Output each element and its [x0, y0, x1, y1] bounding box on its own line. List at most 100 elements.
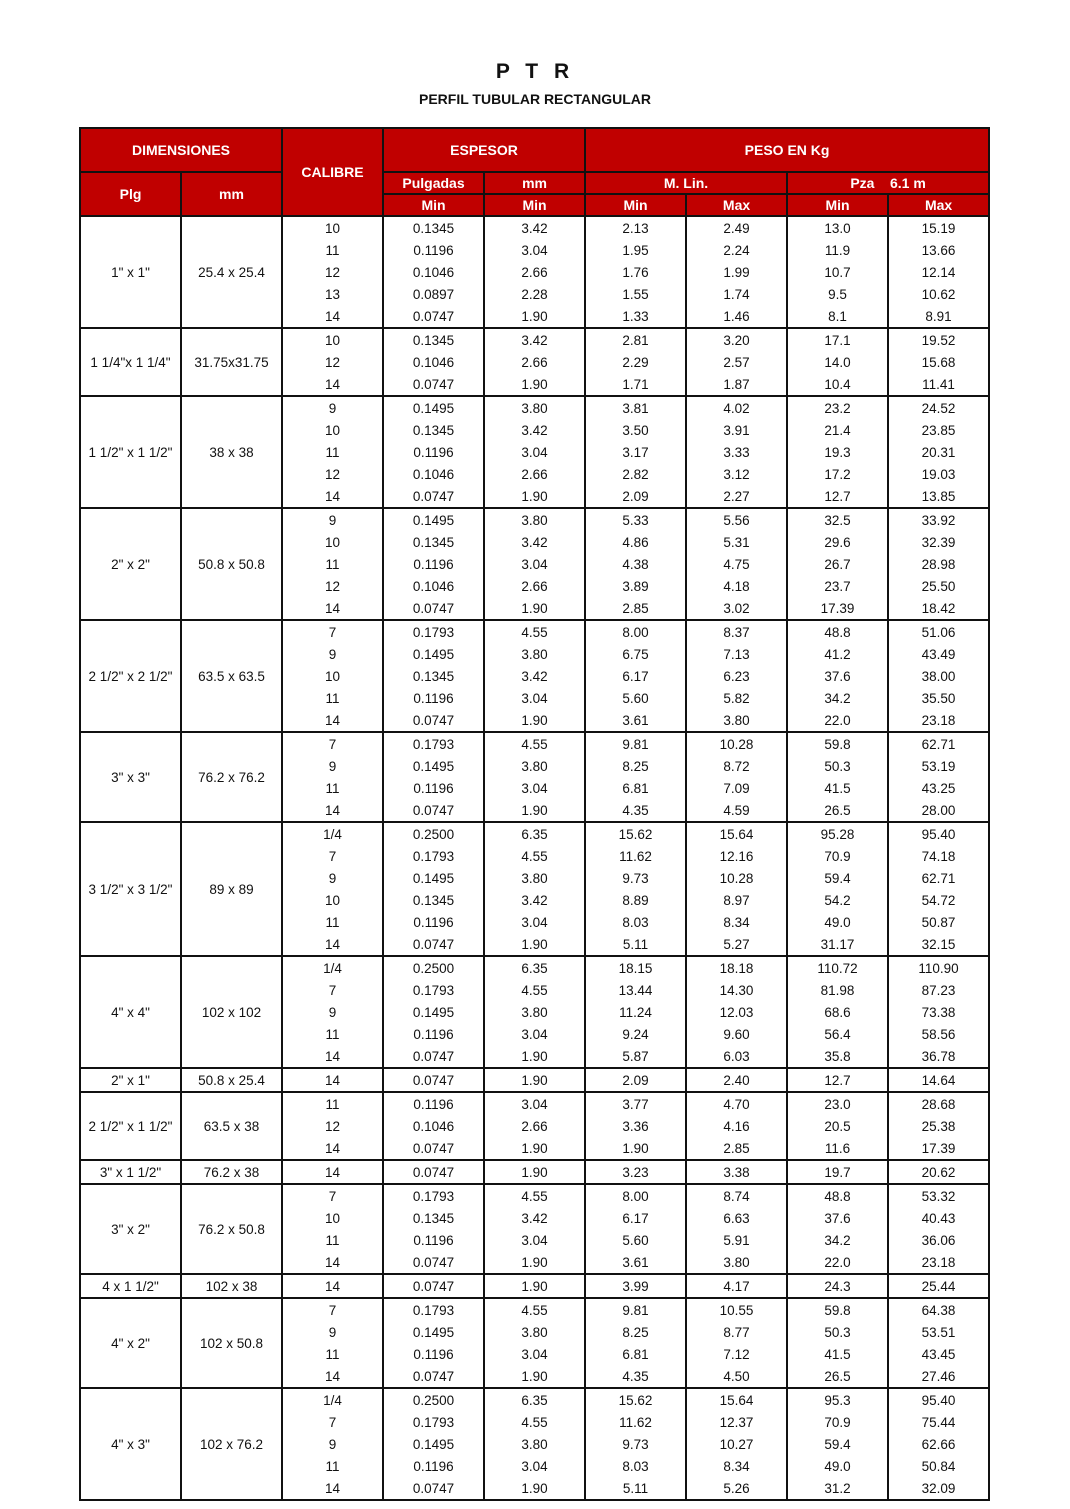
calibre-cell: 1/4	[281, 1387, 385, 1411]
mlin-min-cell: 13.44	[584, 979, 688, 1001]
pza-min-cell: 110.72	[786, 955, 890, 979]
pza-min-cell: 32.5	[786, 507, 890, 531]
mlin-min-cell: 8.03	[584, 1455, 688, 1477]
calibre-cell: 14	[281, 373, 385, 396]
table-row: 1 1/4"x 1 1/4" 31.75x31.75 10 0.1345 3.42 2.8…	[79, 327, 991, 397]
calibre-cell: 14	[281, 597, 385, 620]
header-peso: PESO EN Kg	[584, 127, 991, 173]
mlin-max-cell: 2.40	[685, 1067, 789, 1092]
calibre-cell: 11	[281, 1023, 385, 1045]
espesor-mm-cell: 1.90	[483, 1067, 587, 1092]
header-dimensiones: DIMENSIONES	[78, 127, 284, 173]
espesor-mm-cell: 1.90	[483, 305, 587, 328]
mlin-max-cell: 14.30	[685, 979, 789, 1001]
calibre-cell: 10	[281, 419, 385, 441]
pza-max-cell: 25.44	[887, 1273, 991, 1298]
mlin-min-cell: 5.11	[584, 933, 688, 956]
table-row: 12 0.1046 2.66 3.89 4.18 23.7 25.50	[80, 575, 991, 597]
calibre-cell: 14	[281, 1365, 385, 1388]
pza-max-cell: 25.38	[887, 1115, 991, 1137]
pza-max-cell: 27.46	[887, 1365, 991, 1388]
pza-max-cell: 62.71	[887, 731, 991, 755]
pulgadas-cell: 0.1495	[382, 1433, 486, 1455]
table-row: 13 0.0897 2.28 1.55 1.74 9.5 10.62	[80, 283, 991, 305]
mlin-max-cell: 18.18	[685, 955, 789, 979]
calibre-cell: 9	[281, 1433, 385, 1455]
espesor-mm-cell: 2.66	[483, 351, 587, 373]
mlin-max-cell: 2.49	[685, 215, 789, 239]
pulgadas-cell: 0.1793	[382, 619, 486, 643]
espesor-mm-cell: 1.90	[483, 1045, 587, 1068]
pza-min-cell: 31.17	[786, 933, 890, 956]
table-row: 7 0.1793 4.55 11.62 12.37 70.9 75.44	[80, 1411, 991, 1433]
mlin-min-cell: 8.00	[584, 1183, 688, 1207]
pulgadas-cell: 0.0897	[382, 283, 486, 305]
pza-min-cell: 23.7	[786, 575, 890, 597]
mlin-max-cell: 2.85	[685, 1137, 789, 1160]
mlin-min-cell: 3.61	[584, 709, 688, 732]
pza-max-cell: 18.42	[887, 597, 991, 620]
mlin-min-cell: 1.55	[584, 283, 688, 305]
mlin-max-cell: 10.28	[685, 867, 789, 889]
mlin-min-cell: 15.62	[584, 821, 688, 845]
pza-min-cell: 50.3	[786, 1321, 890, 1343]
table-row: 9 0.1495 3.80 8.25 8.72 50.3 53.19	[80, 755, 991, 777]
espesor-mm-cell: 1.90	[483, 933, 587, 956]
calibre-cell: 14	[281, 1251, 385, 1274]
mlin-min-cell: 18.15	[584, 955, 688, 979]
header-plg: Plg	[79, 171, 182, 217]
mlin-min-cell: 1.90	[584, 1137, 688, 1160]
espesor-mm-cell: 3.04	[483, 1343, 587, 1365]
pza-max-cell: 28.68	[887, 1091, 991, 1115]
pulgadas-cell: 0.2500	[382, 821, 486, 845]
pza-min-cell: 70.9	[786, 845, 890, 867]
pulgadas-cell: 0.1196	[382, 239, 486, 261]
table-row: 14 0.0747 1.90 3.61 3.80 22.0 23.18	[80, 709, 991, 732]
table-row: 11 0.1196 3.04 5.60 5.91 34.2 36.06	[80, 1229, 991, 1251]
dim-mm: 50.8 x 50.8	[179, 507, 284, 621]
mlin-max-cell: 4.02	[685, 395, 789, 419]
espesor-mm-cell: 3.04	[483, 239, 587, 261]
espesor-mm-cell: 3.04	[483, 687, 587, 709]
pza-max-cell: 53.19	[887, 755, 991, 777]
pulgadas-cell: 0.2500	[382, 955, 486, 979]
espesor-mm-cell: 2.66	[483, 463, 587, 485]
mlin-min-cell: 9.73	[584, 1433, 688, 1455]
table-row: 14 0.0747 1.90 4.35 4.50 26.5 27.46	[80, 1365, 991, 1388]
espesor-mm-cell: 3.42	[483, 327, 587, 351]
dim-plg: 4" x 4"	[79, 955, 182, 1069]
pza-min-cell: 17.39	[786, 597, 890, 620]
pulgadas-cell: 0.1196	[382, 1229, 486, 1251]
pulgadas-cell: 0.1196	[382, 777, 486, 799]
header-espesor-mm: mm	[483, 171, 587, 195]
pulgadas-cell: 0.1495	[382, 755, 486, 777]
pulgadas-cell: 0.1793	[382, 979, 486, 1001]
pza-min-cell: 11.6	[786, 1137, 890, 1160]
pza-max-cell: 23.85	[887, 419, 991, 441]
mlin-min-cell: 5.33	[584, 507, 688, 531]
calibre-cell: 14	[281, 1137, 385, 1160]
calibre-cell: 10	[281, 215, 385, 239]
pza-min-cell: 26.5	[786, 799, 890, 822]
table-row: 4 x 1 1/2" 102 x 38 14 0.0747 1.90 3.99 4.17 24…	[79, 1273, 991, 1299]
dim-plg: 2" x 1"	[79, 1067, 182, 1093]
mlin-min-cell: 15.62	[584, 1387, 688, 1411]
table-row: 9 0.1495 3.80 9.73 10.28 59.4 62.71	[80, 867, 991, 889]
pulgadas-cell: 0.1196	[382, 687, 486, 709]
calibre-cell: 14	[281, 709, 385, 732]
pulgadas-cell: 0.1046	[382, 575, 486, 597]
pza-min-cell: 54.2	[786, 889, 890, 911]
dim-mm: 63.5 x 38	[179, 1091, 284, 1161]
table-row: 4" x 3" 102 x 76.2 1/4 0.2500 6.35 15.62 15.64…	[79, 1387, 991, 1501]
table-row: 4" x 2" 102 x 50.8 7 0.1793 4.55 9.81 10.55 59.…	[79, 1297, 991, 1389]
pulgadas-cell: 0.1345	[382, 215, 486, 239]
pza-max-cell: 13.85	[887, 485, 991, 508]
mlin-max-cell: 3.12	[685, 463, 789, 485]
dim-mm: 102 x 76.2	[179, 1387, 284, 1501]
pza-max-cell: 14.64	[887, 1067, 991, 1092]
dim-mm: 102 x 50.8	[179, 1297, 284, 1389]
espesor-mm-cell: 6.35	[483, 1387, 587, 1411]
dim-plg: 1" x 1"	[79, 215, 182, 329]
ptr-table: DIMENSIONES CALIBRE ESPESOR PESO EN Kg P…	[78, 127, 991, 1501]
pza-max-cell: 32.09	[887, 1477, 991, 1501]
